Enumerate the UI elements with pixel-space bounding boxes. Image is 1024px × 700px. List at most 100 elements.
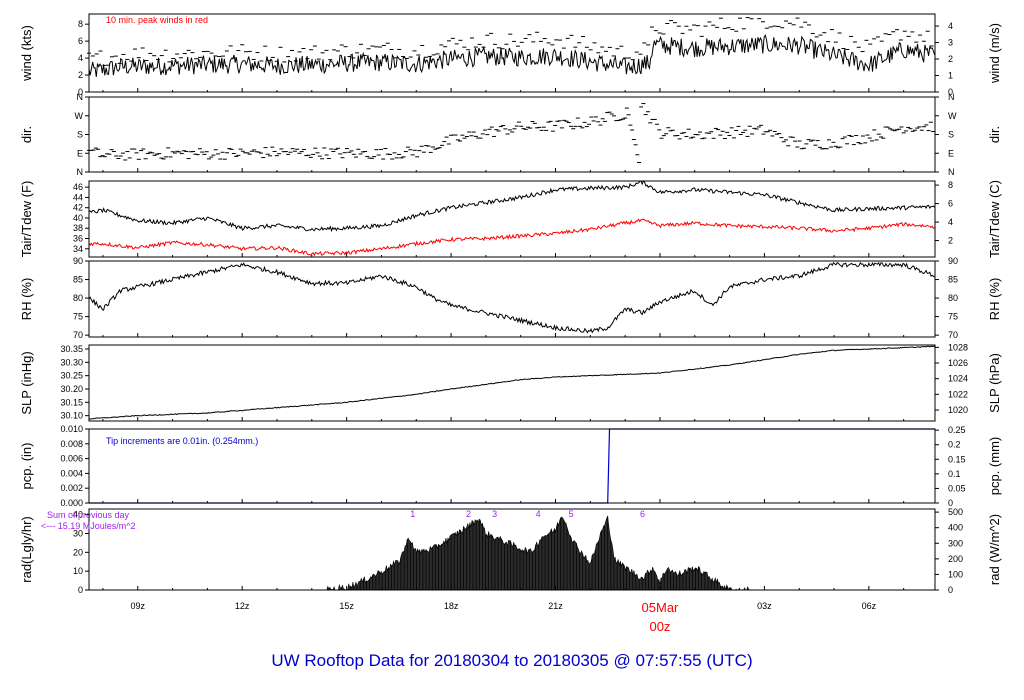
dir-ytick-label: E [77,148,83,158]
dir-rtick-label: S [948,130,954,140]
rh-ytick-label: 80 [73,293,83,303]
rad-frame [88,508,936,591]
date-marker-date: 05Mar [642,600,680,615]
rad-rtick-label: 300 [948,538,963,548]
x-tick-label: 15z [339,601,354,611]
wind-rtick-label: 0 [948,87,953,97]
slp-rtick-label: 1026 [948,358,968,368]
rad-series-0 [325,515,751,591]
slp-ytick-label: 30.25 [60,371,83,381]
slp-ylabel-right: SLP (hPa) [987,353,1002,413]
rh-ytick-label: 90 [73,256,83,266]
pcp-left-axis: 0.000 0.002 0.004 0.006 0.008 0.010 [60,424,89,508]
rad-marker: 3 [492,509,497,519]
pcp-ytick-label: 0.002 [60,483,83,493]
pcp-rtick-label: 0.05 [948,483,966,493]
temp-ytick-label: 40 [73,213,83,223]
rh-rtick-label: 80 [948,293,958,303]
rad-rtick-label: 200 [948,554,963,564]
rh-ytick-label: 85 [73,275,83,285]
wind-ytick-label: 0 [78,87,83,97]
temp-right-axis: 2 4 6 8 [935,180,953,246]
slp-ytick-label: 30.15 [60,397,83,407]
pcp-rtick-label: 0.1 [948,469,961,479]
rad-ytick-label: 20 [73,547,83,557]
wind-right-axis: 0 1 2 3 4 [935,21,953,97]
pcp-annotation: Tip increments are 0.01in. (0.254mm.) [106,436,258,446]
temp-ytick-label: 36 [73,234,83,244]
slp-series-0 [88,345,935,420]
slp-rtick-label: 1022 [948,389,968,399]
pcp-rtick-label: 0.25 [948,425,966,435]
dir-rtick-label: N [948,92,955,102]
temp-rtick-label: 6 [948,199,953,209]
rad-left-axis: 0 10 20 30 40 [73,510,89,595]
pcp-ytick-label: 0.004 [60,468,83,478]
panel-rh: 70 75 80 85 90 70 75 80 85 90 RH (%) RH (%) [19,256,1002,340]
slp-ytick-label: 30.10 [60,411,83,421]
wind-rtick-label: 4 [948,21,953,31]
rh-rtick-label: 90 [948,256,958,266]
rad-marker: 1 [410,509,415,519]
rh-rtick-label: 70 [948,330,958,340]
slp-rtick-label: 1028 [948,342,968,352]
pcp-ytick-label: 0.010 [60,424,83,434]
rh-left-axis: 70 75 80 85 90 [73,256,89,340]
rad-hatch [328,516,750,590]
panel-pcp: 0.000 0.002 0.004 0.006 0.008 0.010 0 0.05 0.1 0.… [19,424,1002,508]
x-tick-label: 09z [130,601,145,611]
slp-frame [88,344,936,422]
x-tick-label: 12z [235,601,250,611]
pcp-right-axis: 0 0.05 0.1 0.15 0.2 0.25 [935,425,966,508]
rad-annotation-line1: Sum of previous day [47,510,130,520]
rad-ylabel: rad(Lgly/hr) [19,516,34,582]
pcp-ytick-label: 0.008 [60,439,83,449]
pcp-rtick-label: 0.15 [948,454,966,464]
wind-ytick-label: 6 [78,36,83,46]
rad-rtick-label: 0 [948,585,953,595]
x-axis: 09z 12z 15z 18z 21z 03z 06z [130,601,876,611]
rh-right-axis: 70 75 80 85 90 [935,256,958,340]
wind-frame [88,13,936,93]
rh-ylabel: RH (%) [19,278,34,321]
rh-rtick-label: 75 [948,312,958,322]
rad-marker: 2 [466,509,471,519]
slp-right-axis: 1020 1022 1024 1026 1028 [935,342,968,415]
wind-annotation: 10 min. peak winds in red [106,15,208,25]
rh-line [88,261,935,334]
wind-left-axis: 0 2 4 6 8 [78,19,89,97]
temp-line [88,218,935,257]
temp-ytick-label: 34 [73,244,83,254]
temp-frame [88,180,936,258]
rad-rtick-label: 100 [948,569,963,579]
dir-rtick-label: N [948,167,955,177]
rh-ytick-label: 70 [73,330,83,340]
temp-series-1 [88,218,935,257]
wind-rtick-label: 2 [948,54,953,64]
rad-ytick-label: 10 [73,566,83,576]
rad-marker: 6 [640,509,645,519]
x-tick-label: 21z [548,601,563,611]
panel-slp: 30.1030.1530.2030.2530.3030.351020102210… [19,342,1002,422]
temp-ytick-label: 46 [73,182,83,192]
slp-rtick-label: 1024 [948,374,968,384]
x-tick-label: 03z [757,601,772,611]
rad-right-axis: 0 100 200 300 400 500 [935,507,963,595]
dir-ytick-label: N [77,167,84,177]
rh-frame [88,260,936,338]
wind-series-1 [87,17,934,66]
wind-series-0 [88,34,936,77]
pcp-frame [88,428,936,504]
slp-ytick-label: 30.20 [60,384,83,394]
wind-rtick-label: 3 [948,38,953,48]
temp-ylabel-right: Tair/Tdew (C) [987,180,1002,258]
dir-series-0 [87,103,936,163]
rh-series-0 [88,261,935,334]
slp-ytick-label: 30.35 [60,344,83,354]
slp-ytick-label: 30.30 [60,357,83,367]
